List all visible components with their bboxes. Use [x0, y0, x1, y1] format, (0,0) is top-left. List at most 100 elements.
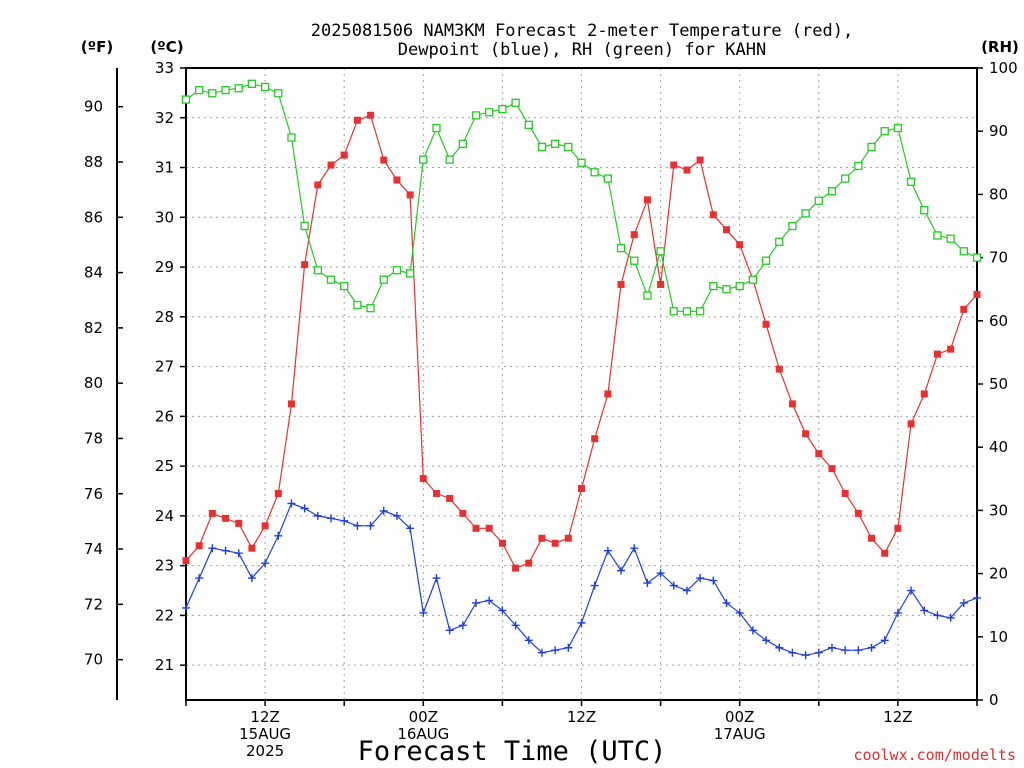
dewpoint-point: [208, 544, 217, 553]
celsius-tick-label: 28: [155, 308, 174, 326]
rh-point: [537, 142, 547, 152]
temperature-point: [327, 161, 335, 169]
temperature-point: [287, 400, 295, 408]
x-tick-label: 12Z: [250, 708, 279, 726]
dewpoint-point: [867, 643, 876, 652]
temperature-point: [960, 305, 968, 313]
fahrenheit-tick-label: 88: [84, 153, 103, 171]
dewpoint-point: [511, 621, 520, 630]
rh-point: [274, 89, 283, 98]
celsius-tick-label: 25: [155, 457, 174, 475]
dewpoint-point: [841, 646, 850, 655]
temperature-point: [657, 280, 665, 288]
fahrenheit-tick-label: 84: [84, 264, 103, 282]
rh-point: [696, 307, 705, 316]
temperature-point: [235, 519, 243, 527]
fahrenheit-tick-label: 82: [84, 319, 103, 337]
dewpoint-point: [287, 499, 296, 508]
rh-point: [827, 187, 837, 196]
temperature-point: [802, 430, 810, 438]
temperature-point: [854, 509, 862, 517]
rh-point: [616, 243, 626, 253]
dewpoint-point: [959, 598, 968, 607]
rh-point: [656, 247, 665, 256]
dewpoint-point: [920, 606, 929, 615]
rh-point: [841, 174, 850, 183]
celsius-tick-label: 31: [155, 159, 174, 177]
rh-point: [419, 155, 428, 164]
rh-point: [195, 85, 204, 95]
temperature-point: [498, 539, 506, 547]
temperature-point: [538, 534, 546, 542]
dewpoint-series: [182, 499, 981, 660]
dewpoint-point: [498, 606, 507, 615]
temperature-point: [446, 494, 454, 502]
temperature-point: [340, 151, 348, 159]
rh-point: [208, 89, 217, 98]
rh-point: [630, 256, 639, 265]
dewpoint-point: [366, 521, 375, 530]
temperature-point: [775, 365, 783, 373]
dewpoint-point: [537, 648, 546, 657]
dewpoint-point: [472, 598, 481, 607]
dewpoint-point: [195, 574, 204, 583]
dewpoint-point: [854, 646, 863, 655]
fahrenheit-tick-label: 74: [84, 540, 103, 558]
rh-point: [524, 120, 533, 130]
dewpoint-point: [445, 626, 454, 635]
rh-point: [498, 104, 507, 114]
dewpoint-point: [247, 574, 256, 583]
temperature-point: [933, 350, 941, 358]
fahrenheit-tick-label: 76: [84, 485, 103, 503]
rh-point: [748, 275, 758, 284]
x-tick-label: 15AUG: [239, 725, 291, 743]
celsius-tick-label: 24: [155, 507, 174, 525]
series-layer: [181, 79, 982, 660]
rh-point: [959, 247, 968, 256]
rh-point: [221, 85, 230, 95]
temperature-point: [380, 156, 388, 164]
celsius-tick-label: 29: [155, 258, 174, 276]
x-tick-label: 2025: [246, 742, 284, 760]
rh-tick-label: 70: [989, 249, 1008, 267]
temperature-point: [208, 509, 216, 517]
axes: 21 22 23 24 25 26 27 28 29 30 31 32 33 70 72 74 76 78 80 82…: [84, 59, 1018, 760]
temperature-point: [670, 161, 678, 169]
dewpoint-point: [577, 618, 586, 627]
rh-point: [643, 291, 652, 300]
temperature-series: [182, 111, 981, 572]
rh-tick-label: 0: [989, 691, 999, 709]
dewpoint-point: [788, 648, 797, 657]
temperature-point: [182, 557, 190, 565]
temperature-point: [578, 485, 585, 493]
temperature-point: [947, 345, 955, 353]
chart-title-line1: 2025081506 NAM3KM Forecast 2-meter Tempe…: [311, 21, 853, 41]
rh-point: [326, 275, 336, 284]
dewpoint-point: [893, 608, 902, 617]
dewpoint-point: [274, 531, 283, 540]
temperature-point: [564, 534, 572, 542]
rh-point: [485, 108, 494, 117]
dewpoint-point: [551, 646, 560, 655]
rh-axis-unit: (RH): [981, 38, 1019, 56]
temperature-point: [248, 544, 256, 552]
temperature-point: [788, 400, 796, 408]
dewpoint-point: [973, 593, 981, 602]
celsius-tick-label: 23: [155, 557, 174, 575]
temperature-point: [617, 280, 625, 288]
rh-point: [788, 221, 797, 231]
fahrenheit-tick-label: 90: [84, 98, 103, 116]
fahrenheit-tick-label: 86: [84, 208, 103, 226]
temperature-point: [920, 390, 928, 398]
temperature-point: [301, 261, 309, 269]
temperature-point: [868, 534, 876, 542]
dewpoint-point: [735, 608, 744, 617]
rh-point: [775, 237, 784, 246]
temperature-point: [195, 542, 203, 550]
rh-point: [234, 84, 243, 93]
rh-point: [564, 142, 573, 152]
rh-point: [181, 95, 191, 104]
dewpoint-point: [946, 613, 955, 622]
dewpoint-point: [524, 636, 533, 645]
